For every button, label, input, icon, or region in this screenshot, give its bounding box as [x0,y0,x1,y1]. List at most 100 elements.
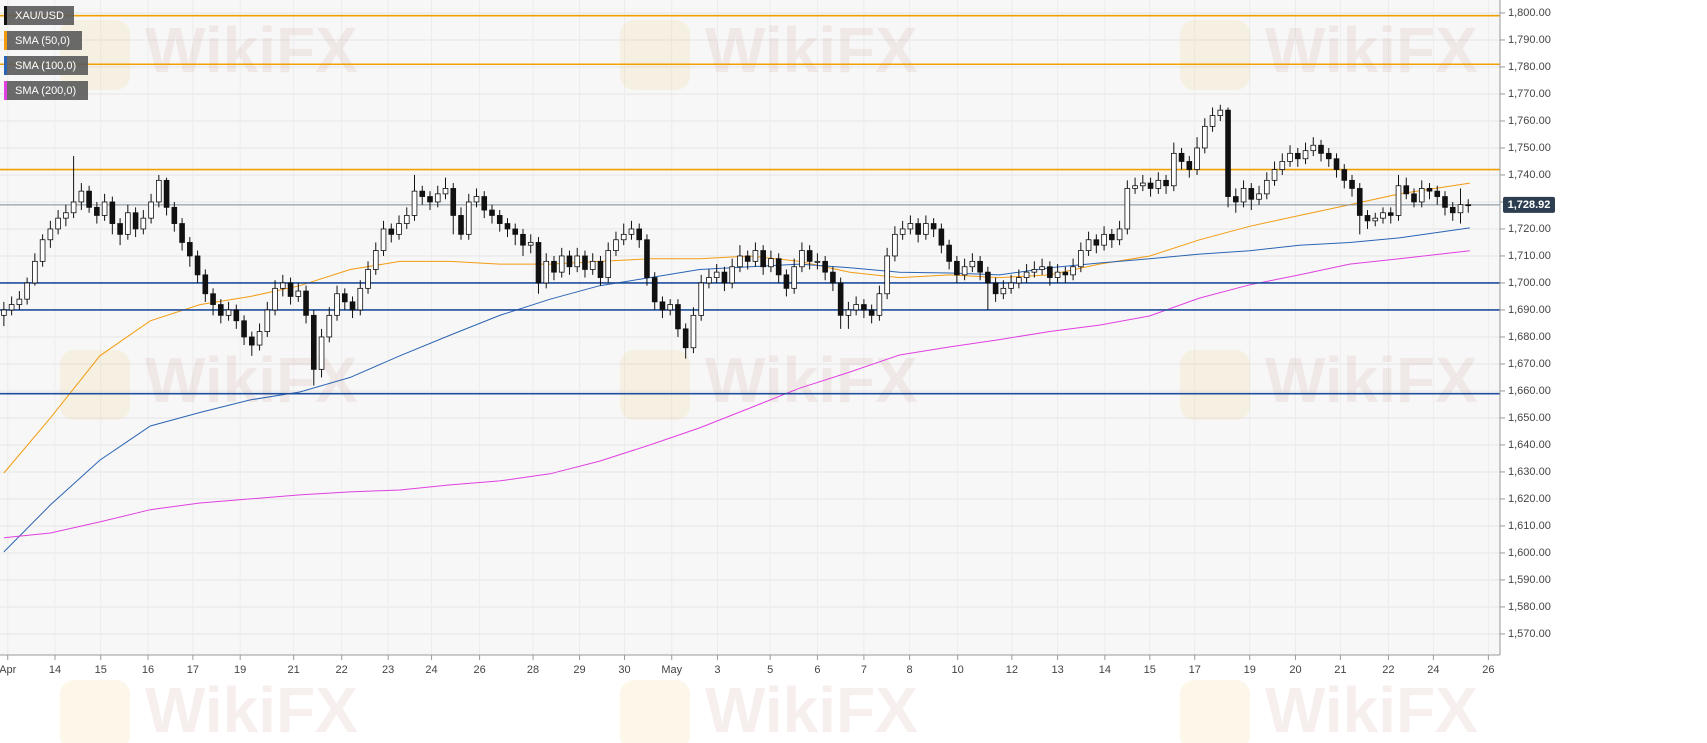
x-tick-label: 26 [1482,664,1494,676]
y-tick-label: 1,680.00 [1508,331,1551,343]
candle-body [94,206,100,216]
candle-body [969,260,976,268]
candle-body [1031,269,1038,273]
watermark-logo [1180,20,1250,90]
x-tick-label: 5 [767,664,773,676]
candle-body [1279,161,1286,170]
candle-body [496,215,503,224]
x-tick-label: 26 [473,664,485,676]
legend-box [4,6,74,25]
candle-body [465,201,472,235]
candle-body [179,223,185,243]
candle-body [1395,185,1402,216]
candle-body [1140,182,1146,187]
candle-body [946,244,952,262]
candle-body [272,287,278,311]
candle-body [620,233,627,241]
candle-body [1263,179,1270,195]
candle-body [1132,185,1138,189]
candle-body [520,233,526,246]
candle-body [1341,169,1348,181]
candle-body [1310,144,1317,152]
watermark-logo [1180,680,1250,743]
x-tick-label: 23 [382,664,394,676]
candle-body [1178,152,1185,162]
candle-body [1457,204,1464,214]
y-tick-label: 1,750.00 [1508,142,1551,154]
candle-body [527,242,534,246]
y-tick-label: 1,760.00 [1508,115,1551,127]
x-tick-label: Apr [0,664,17,676]
candle-body [349,301,356,311]
legend-label: SMA (200,0) [15,85,76,97]
candle-body [930,223,937,230]
candle-body [249,336,255,346]
candle-body [675,304,681,330]
candle-body [171,206,178,224]
candle-body [8,304,15,311]
candle-body [721,271,728,284]
x-tick-label: 17 [187,664,199,676]
candle-body [1147,182,1154,189]
candle-body [1287,152,1293,162]
candle-body [737,255,743,268]
candle-body [140,217,147,230]
y-tick-label: 1,670.00 [1508,358,1551,370]
candle-body [132,212,139,230]
candle-body [1372,217,1379,222]
watermark: WikiFX [1265,344,1478,416]
candle-body [458,215,464,235]
candle-body [651,277,658,303]
watermark: WikiFX [145,14,358,86]
watermark-logo [620,20,690,90]
candle-body [1387,212,1394,216]
candle-body [1062,271,1069,276]
watermark-logo [60,20,130,90]
x-tick-label: 28 [527,664,539,676]
x-tick-label: 29 [573,664,585,676]
candle-body [16,298,23,305]
legend-swatch [4,81,7,100]
candle-body [1434,190,1441,197]
candle-body [47,228,54,241]
candle-body [876,293,883,316]
candle-body [1403,185,1410,195]
candle-body [574,255,581,268]
legend-box [4,81,88,100]
candle-body [303,290,309,316]
candle-body [101,201,108,216]
candle-body [1442,196,1448,208]
candle-body [853,304,859,311]
candle-body [1016,277,1022,284]
candle-body [729,266,735,284]
x-tick-label: 16 [142,664,154,676]
y-tick-label: 1,770.00 [1508,88,1551,100]
candle-body [24,282,30,300]
candle-body [1349,179,1355,189]
candle-body [1202,125,1208,149]
candle-body [884,255,890,295]
candle-body [636,228,643,241]
y-tick-label: 1,740.00 [1508,169,1551,181]
candle-body [907,223,914,230]
y-tick-label: 1,640.00 [1508,439,1551,451]
y-tick-label: 1,650.00 [1508,412,1551,424]
x-tick-label: 7 [861,664,867,676]
candle-body [1333,158,1340,170]
watermark: WikiFX [705,14,918,86]
candle-body [512,228,519,235]
candle-body [822,260,828,273]
legend-label: SMA (100,0) [15,60,76,72]
candle-body [1109,233,1115,241]
watermark: WikiFX [705,674,918,743]
candle-body [117,223,123,235]
candle-body [558,255,565,273]
candle-body [125,212,131,235]
y-tick-label: 1,570.00 [1508,628,1551,640]
candle-body [109,201,116,224]
candle-body [63,212,69,219]
candle-body [1116,228,1123,241]
candle-body [1078,250,1084,268]
y-tick-label: 1,600.00 [1508,547,1551,559]
